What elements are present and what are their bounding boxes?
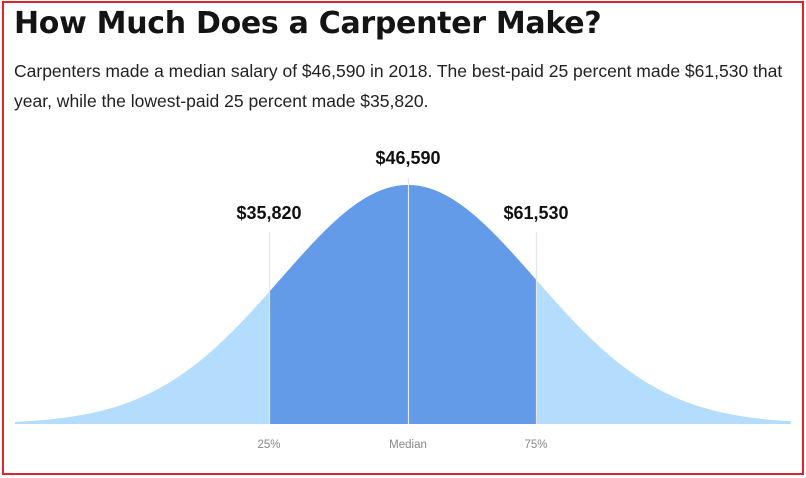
median-tick-label: Median	[389, 439, 427, 451]
p25-value-label: $35,820	[236, 203, 301, 223]
interquartile-area	[269, 185, 536, 424]
p25-tick-label: 25%	[257, 439, 280, 451]
p75-value-label: $61,530	[503, 203, 568, 223]
median-value-label: $46,590	[375, 148, 440, 168]
chart-description: Carpenters made a median salary of $46,5…	[14, 61, 783, 111]
p75-tick-label: 75%	[524, 439, 547, 451]
page-title: How Much Does a Carpenter Make?	[14, 6, 602, 41]
